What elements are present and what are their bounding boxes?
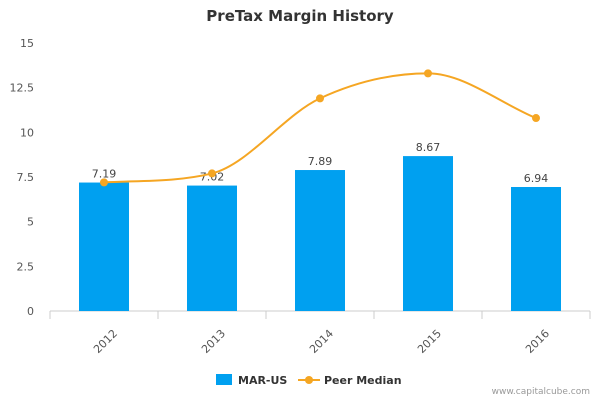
chart-title: PreTax Margin History <box>206 7 394 25</box>
bar-data-label: 7.89 <box>308 155 333 168</box>
bar-series <box>79 156 561 311</box>
bar-data-label: 6.94 <box>524 172 549 185</box>
y-tick-label: 15 <box>20 37 34 50</box>
legend-label-peer-median: Peer Median <box>324 374 402 387</box>
y-tick-label: 2.5 <box>17 260 35 273</box>
x-axis: 2012 2013 2014 2015 2016 <box>49 310 591 356</box>
x-tick-label: 2013 <box>199 327 228 356</box>
x-tick-label: 2016 <box>523 327 552 356</box>
y-axis-ticks: 0 2.5 5 7.5 10 12.5 15 <box>10 37 35 318</box>
peer-median-series <box>100 69 540 187</box>
x-tick-label: 2015 <box>415 327 444 356</box>
legend: MAR-US Peer Median <box>216 374 402 387</box>
bar <box>403 156 453 311</box>
legend-label-mar-us: MAR-US <box>238 374 287 387</box>
bar-data-label: 8.67 <box>416 141 441 154</box>
bar <box>187 185 237 311</box>
legend-marker-peer-median <box>305 376 313 384</box>
peer-median-point <box>316 94 324 103</box>
legend-swatch-mar-us <box>216 374 232 385</box>
y-tick-label: 5 <box>27 216 34 229</box>
y-tick-label: 10 <box>20 126 34 139</box>
y-tick-label: 0 <box>27 305 34 318</box>
x-tick-label: 2014 <box>307 327 336 356</box>
x-tick-label: 2012 <box>91 327 120 356</box>
peer-median-point <box>100 178 108 187</box>
peer-median-point <box>532 114 540 123</box>
y-tick-label: 12.5 <box>10 82 35 95</box>
y-tick-label: 7.5 <box>17 171 35 184</box>
bar-data-labels: 7.197.027.898.676.94 <box>92 141 549 185</box>
bar-data-label: 7.19 <box>92 168 117 181</box>
credit-text: www.capitalcube.com <box>492 387 590 397</box>
bar <box>511 187 561 311</box>
peer-median-point <box>208 169 216 178</box>
peer-median-point <box>424 69 432 78</box>
bar <box>79 182 129 311</box>
bar <box>295 170 345 311</box>
